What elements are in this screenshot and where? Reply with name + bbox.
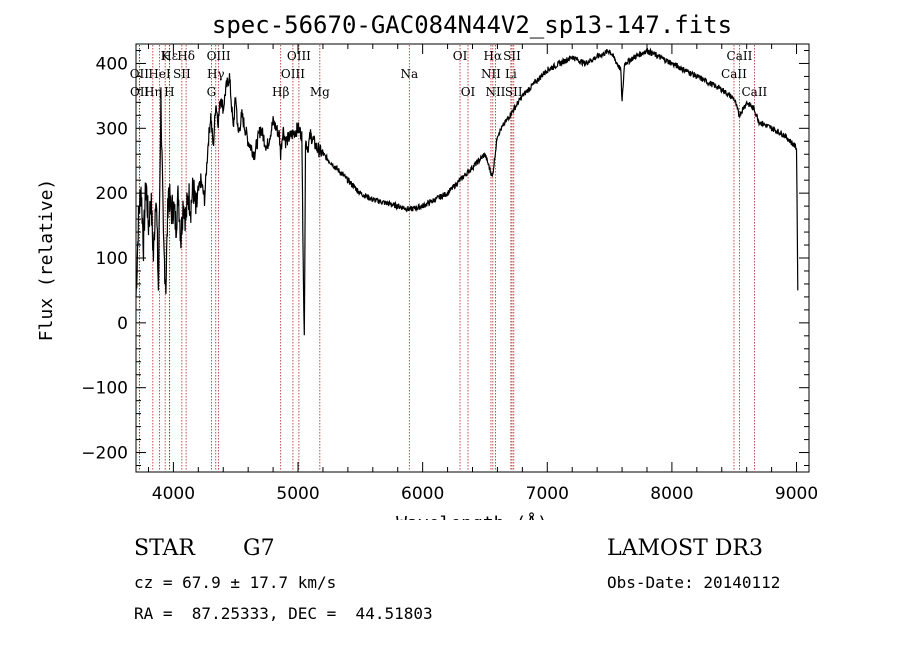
- y-tick-label-6: 400: [96, 54, 128, 74]
- x-tick-label-4: 8000: [650, 484, 693, 504]
- line-marker-label-26: CaII: [721, 67, 747, 81]
- y-tick-label-0: −200: [81, 444, 128, 464]
- line-marker-label-12: OIII: [287, 49, 311, 63]
- x-tick-label-5: 9000: [775, 484, 818, 504]
- line-marker-label-6: H: [164, 85, 174, 99]
- line-marker-label-17: OI: [453, 49, 468, 63]
- line-marker-label-4: Hη: [144, 85, 162, 99]
- line-marker-label-1: OII: [130, 67, 150, 81]
- line-marker-label-19: Hα: [484, 49, 503, 63]
- x-axis-label: Wavelength (Å): [396, 512, 548, 520]
- line-marker-label-14: Hβ: [272, 85, 289, 99]
- line-marker-label-5: K: [161, 49, 171, 63]
- line-marker-label-13: OIII: [281, 67, 305, 81]
- line-marker-label-25: CaII: [727, 49, 753, 63]
- x-tick-label-0: 4000: [152, 484, 195, 504]
- redshift-text: cz = 67.9 ± 17.7 km/s: [134, 573, 337, 592]
- line-marker-label-9: OIII: [207, 49, 231, 63]
- y-tick-label-5: 300: [96, 119, 128, 139]
- subclass-label: G7: [243, 536, 275, 561]
- line-marker-label-16: Na: [400, 67, 418, 81]
- line-marker-label-21: NII: [485, 85, 505, 99]
- line-marker-label-11: G: [207, 85, 217, 99]
- x-tick-label-1: 5000: [276, 484, 319, 504]
- line-marker-label-23: Li: [505, 67, 517, 81]
- obs-date-text: Obs-Date: 20140112: [607, 573, 781, 592]
- class-label: STAR: [134, 536, 195, 561]
- line-markers: [138, 45, 755, 471]
- line-marker-label-22: SII: [503, 49, 521, 63]
- line-marker-label-15: Mg: [310, 85, 330, 99]
- line-marker-label-2: OII: [130, 85, 150, 99]
- flux-series-line: [135, 47, 799, 336]
- y-tick-label-4: 200: [96, 184, 128, 204]
- y-axis-label: Flux (relative): [36, 179, 57, 342]
- line-marker-label-24: SII: [505, 85, 523, 99]
- survey-label: LAMOST DR3: [607, 536, 763, 561]
- line-marker-label-10: Hγ: [207, 67, 225, 81]
- line-marker-label-20: NII: [481, 67, 501, 81]
- y-tick-label-1: −100: [81, 379, 128, 399]
- line-marker-label-3: HeI: [148, 67, 171, 81]
- y-tick-label-2: 0: [117, 314, 128, 334]
- x-tick-label-3: 7000: [526, 484, 569, 504]
- line-marker-label-7: Hδ: [177, 49, 195, 63]
- spectrum-chart: spec-56670-GAC084N44V2_sp13-147.fits HεO…: [36, 11, 818, 520]
- y-axis-ticks: −200 −100 0 100 200 300 400: [81, 49, 809, 467]
- line-marker-label-18: OI: [461, 85, 476, 99]
- line-marker-label-27: CaII: [741, 85, 767, 99]
- y-tick-label-3: 100: [96, 249, 128, 269]
- chart-title: spec-56670-GAC084N44V2_sp13-147.fits: [212, 11, 732, 39]
- x-axis-ticks: 4000 5000 6000 7000 8000 9000: [147, 44, 818, 504]
- line-marker-label-8: SII: [173, 67, 191, 81]
- x-tick-label-2: 6000: [401, 484, 444, 504]
- coordinates-text: RA = 87.25333, DEC = 44.51803: [134, 604, 433, 623]
